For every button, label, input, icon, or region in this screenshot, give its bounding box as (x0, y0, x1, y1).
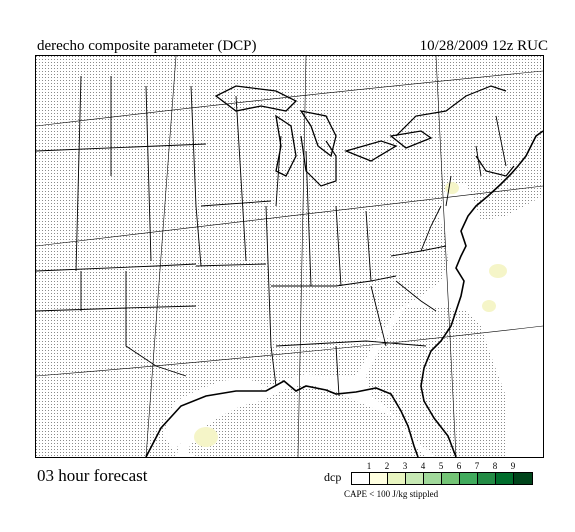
state-lines (36, 75, 507, 397)
map-panel (35, 55, 544, 458)
great-lakes (214, 85, 433, 177)
legend-swatch (514, 473, 532, 484)
legend-label: dcp (324, 470, 342, 484)
legend-swatch (388, 473, 406, 484)
forecast-hour-label: 03 hour forecast (37, 466, 148, 485)
map-canvas (36, 56, 543, 457)
legend-swatch (406, 473, 424, 484)
valid-time-label: 10/28/2009 12z RUC (419, 38, 548, 54)
political-boundaries (36, 56, 543, 457)
legend-tick-label: 6 (456, 461, 462, 471)
legend-tick-label: 4 (420, 461, 426, 471)
dcp-contours (194, 182, 507, 447)
legend-tick-label: 8 (492, 461, 498, 471)
stipple-note: CAPE < 100 J/kg stippled (344, 489, 439, 499)
legend-swatch (460, 473, 478, 484)
legend-tick-label: 9 (510, 461, 516, 471)
map-title: derecho composite parameter (DCP) (37, 38, 257, 54)
coastline (145, 130, 543, 457)
legend-colorbar (351, 472, 533, 485)
legend-tick-label: 2 (384, 461, 390, 471)
unstippled-region-atlantic (176, 184, 543, 457)
northeast-outline (300, 85, 515, 187)
legend-swatch (370, 473, 388, 484)
color-legend: dcp 1 2 3 4 5 6 7 8 9 CAPE < 100 J/kg stippled (320, 461, 560, 522)
legend-ticks: 1 2 3 4 5 6 7 8 9 (351, 461, 531, 472)
legend-tick-label: 3 (402, 461, 408, 471)
legend-tick-label: 7 (474, 461, 480, 471)
legend-tick-label: 1 (366, 461, 372, 471)
legend-tick-label: 5 (438, 461, 444, 471)
unstippled-region-texas-coast (164, 378, 266, 451)
legend-swatch (442, 473, 460, 484)
legend-swatch (352, 473, 370, 484)
legend-swatch (478, 473, 496, 484)
legend-swatch (424, 473, 442, 484)
legend-swatch (496, 473, 514, 484)
